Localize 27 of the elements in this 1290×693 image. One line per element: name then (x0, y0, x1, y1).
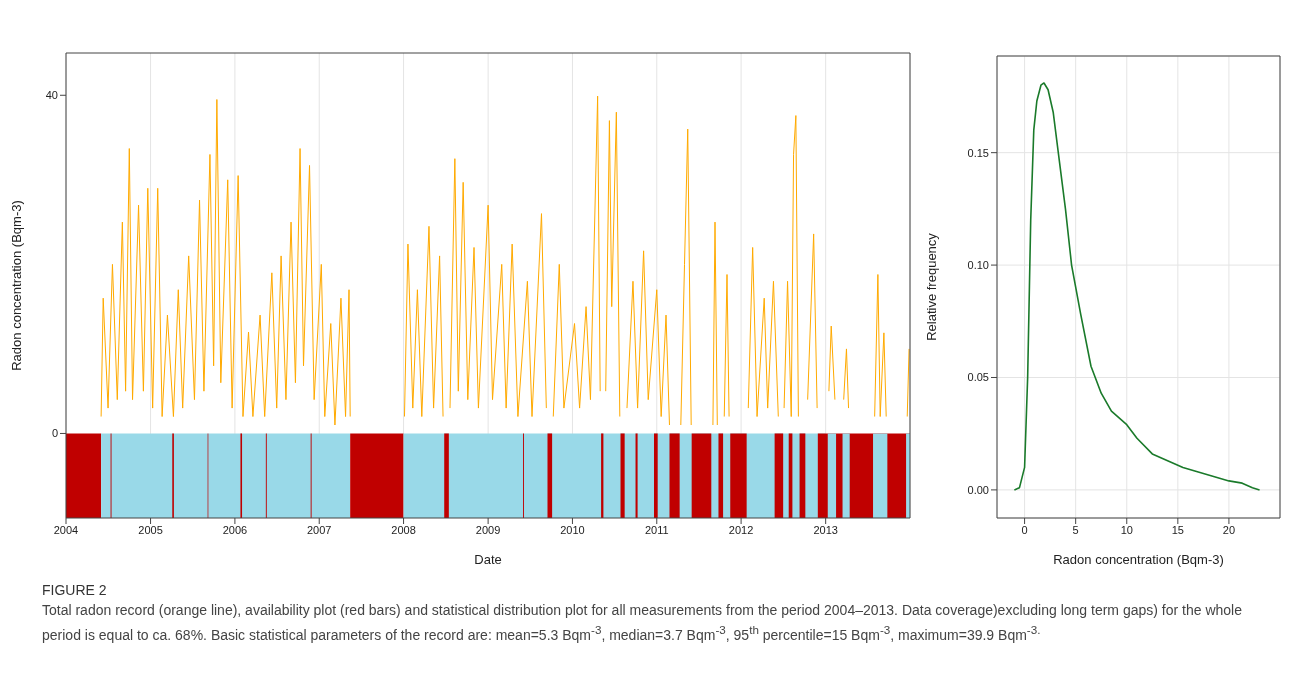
x-tick-label: 2005 (138, 523, 163, 536)
y-tick-label: 0.15 (967, 146, 989, 159)
y-axis-title: Relative frequency (923, 232, 939, 341)
x-tick-label: 5 (1072, 523, 1079, 536)
y-axis-title: Radon concentration (Bqm-3) (8, 200, 24, 371)
x-tick-label: 2006 (222, 523, 248, 536)
y-tick-label: 0.10 (967, 258, 989, 271)
x-tick-label: 0 (1021, 523, 1028, 536)
x-tick-label: 2008 (391, 523, 416, 536)
x-tick-label: 15 (1171, 523, 1184, 536)
x-tick-label: 10 (1120, 523, 1133, 536)
x-axis-title: Date (474, 552, 502, 567)
x-tick-label: 2013 (813, 523, 838, 536)
x-tick-label: 2007 (306, 523, 332, 536)
line-series (1013, 82, 1261, 491)
y-tick-label: 0.00 (967, 483, 989, 496)
x-tick-label: 2011 (644, 523, 669, 536)
caption: FIGURE 2 (42, 582, 108, 598)
x-tick-label: 20 (1222, 523, 1236, 536)
x-axis-title: Radon concentration (Bqm-3) (1053, 552, 1224, 567)
x-tick-label: 2012 (728, 523, 754, 536)
text: Total radon record (orange line), availability plot (red bars) and statistical distribution plot for all measurements from the period 2004–2013. Data coverage)excluding long term gaps) for the whole period is equal to ca. 68%. Basic statistical parameters of the record are: mean=5.3 Bqm$^{-3}$, median=3.7 Bqm$^{-3}$, 95$^{th}$ percentile=15 Bqm$^{-3}$, maximum=39.9 Bqm$^{-3.}$ (42, 602, 1242, 643)
y-tick-label: 40 (45, 89, 58, 102)
x-tick-label: 2010 (560, 523, 585, 536)
y-tick-label: 0.05 (967, 371, 989, 384)
x-tick-label: 2009 (475, 523, 501, 536)
x-tick-label: 2004 (53, 523, 79, 536)
